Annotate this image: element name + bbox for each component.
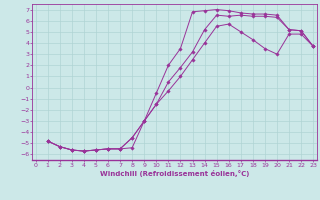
X-axis label: Windchill (Refroidissement éolien,°C): Windchill (Refroidissement éolien,°C) xyxy=(100,170,249,177)
